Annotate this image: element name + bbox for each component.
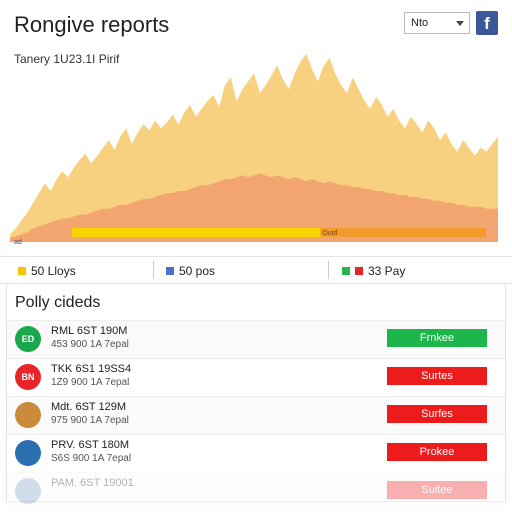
legend-swatch-green <box>342 267 350 275</box>
item-title: RML 6ST 190M <box>51 325 128 337</box>
panel-rows: ED RML 6ST 190M 453 900 1A 7epal Frnkee … <box>7 320 505 510</box>
list-item[interactable]: BN TKK 6S1 19SS4 1Z9 900 1A 7epal Surtes <box>7 358 505 396</box>
item-title: PRV. 6ST 180M <box>51 439 130 451</box>
view-select-value: Nto <box>411 17 429 29</box>
item-title: TKK 6S1 19SS4 <box>51 363 132 375</box>
corner-label: ad <box>14 239 22 246</box>
list-item[interactable]: PRV. 6ST 180M S6S 900 1A 7epal Prokee <box>7 434 505 472</box>
legend-label: 50 Lloys <box>31 264 76 278</box>
legend-divider <box>153 261 154 279</box>
panel-title: Polly cideds <box>15 294 101 311</box>
page-title: Rongive reports <box>14 12 170 37</box>
avatar-initials: ED <box>21 334 35 344</box>
status-button[interactable]: Prokee <box>387 443 487 461</box>
legend-swatch-blue <box>166 267 174 275</box>
area-series-1 <box>10 173 498 242</box>
polly-cideds-panel: Polly cideds ED RML 6ST 190M 453 900 1A … <box>6 282 506 510</box>
item-title: PAM. 6ST 19001 <box>51 477 134 489</box>
legend-label: 50 pos <box>179 264 216 278</box>
avatar-initials: BN <box>21 372 35 382</box>
avatar: ED <box>15 326 41 352</box>
list-item[interactable]: ED RML 6ST 190M 453 900 1A 7epal Frnkee <box>7 320 505 358</box>
avatar <box>15 440 41 466</box>
item-subtitle: 975 900 1A 7epal <box>51 415 129 426</box>
legend-entry-pos: 50 pos <box>166 264 215 278</box>
status-button[interactable]: Surfes <box>387 405 487 423</box>
legend-entry-lloys: 50 Lloys <box>18 264 76 278</box>
list-item[interactable]: Mdt. 6ST 129M 975 900 1A 7epal Surfes <box>7 396 505 434</box>
status-button[interactable]: Surtes <box>387 367 487 385</box>
status-button[interactable]: Frnkee <box>387 329 487 347</box>
legend-label: 33 Pay <box>368 264 406 278</box>
legend-swatch-red <box>355 267 363 275</box>
item-subtitle: 1Z9 900 1A 7epal <box>51 377 130 388</box>
item-subtitle: 453 900 1A 7epal <box>51 339 129 350</box>
area-chart: Outd ad <box>10 53 498 246</box>
legend-entry-pay: 33 Pay <box>342 264 405 278</box>
progress-fill <box>72 228 321 237</box>
status-button[interactable]: Suitee <box>387 481 487 499</box>
legend-swatch-yellow <box>18 267 26 275</box>
progress-label: Outd <box>322 230 337 237</box>
avatar <box>15 478 41 504</box>
avatar: BN <box>15 364 41 390</box>
chart-legend: 50 Lloys 50 pos 33 Pay <box>0 256 512 284</box>
list-item[interactable]: PAM. 6ST 19001 Suitee <box>7 472 505 510</box>
chart-subtitle: Tanery 1U23.1I Pirif <box>14 52 120 66</box>
avatar <box>15 402 41 428</box>
item-subtitle: S6S 900 1A 7epal <box>51 453 132 464</box>
facebook-button[interactable]: f <box>476 11 498 35</box>
chevron-down-icon <box>456 21 464 26</box>
legend-divider <box>328 261 329 279</box>
report-chart: Outd ad <box>10 40 500 250</box>
item-title: Mdt. 6ST 129M <box>51 401 126 413</box>
view-select[interactable]: Nto <box>404 12 470 34</box>
